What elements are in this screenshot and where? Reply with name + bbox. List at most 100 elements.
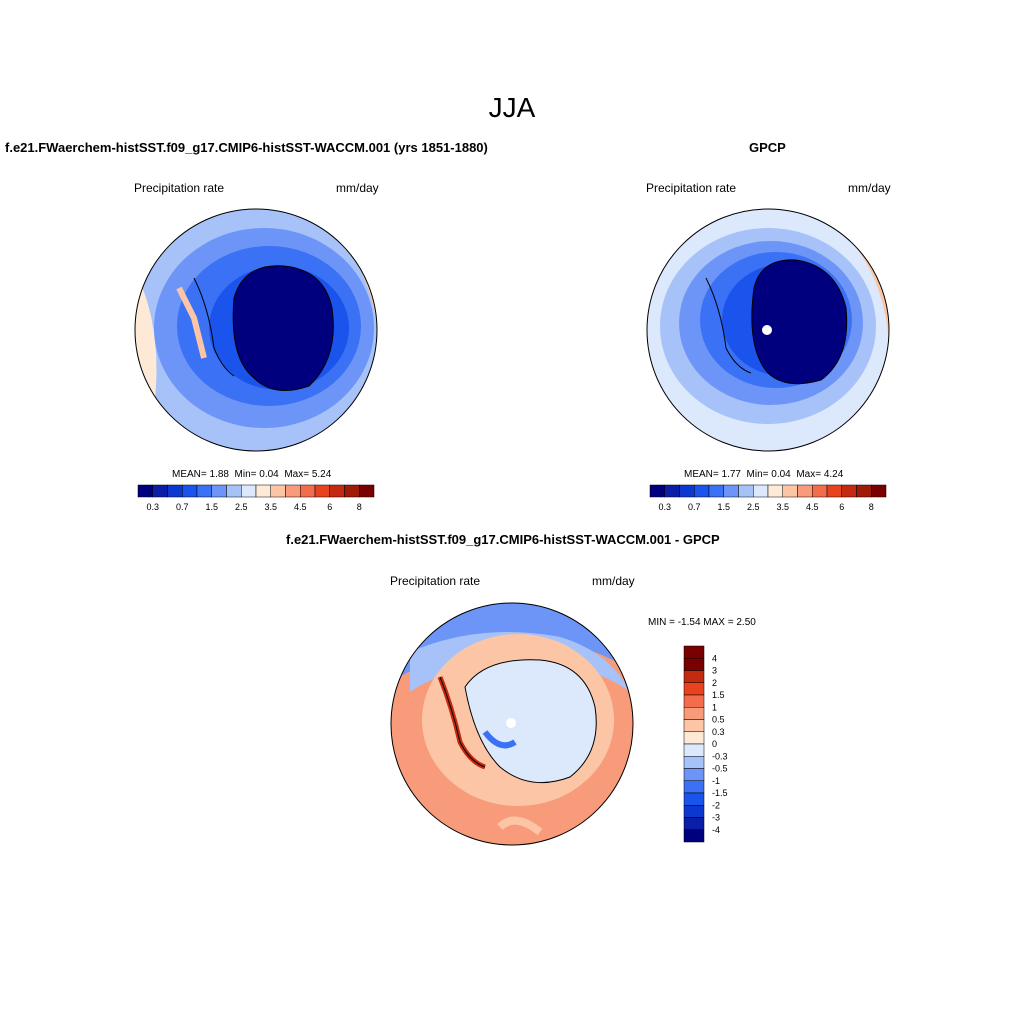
diff-minmax: MIN = -1.54 MAX = 2.50 — [648, 617, 756, 628]
obs-colorbar-tick: 1.5 — [717, 502, 730, 512]
diff-colorbar-box — [683, 707, 705, 720]
obs-mean-value: 1.77 — [721, 469, 741, 480]
model-min-label: Min= — [234, 469, 257, 480]
model-colorbar-box — [196, 484, 212, 498]
model-map — [134, 208, 378, 452]
diff-colorbar-box — [683, 743, 705, 757]
diff-colorbar-box — [683, 817, 705, 830]
model-colorbar-tick: 6 — [327, 502, 332, 512]
model-colorbar-box — [359, 484, 375, 498]
obs-colorbar-box — [723, 484, 739, 498]
model-max-label: Max= — [284, 469, 310, 480]
model-min-value: 0.04 — [259, 469, 279, 480]
obs-mean-label: MEAN= — [684, 469, 719, 480]
obs-colorbar-box — [767, 484, 783, 498]
model-mean-value: 1.88 — [209, 469, 229, 480]
diff-colorbar-box — [683, 694, 705, 708]
model-variable-label: Precipitation rate — [134, 181, 225, 195]
diff-colorbar-tick: 0 — [712, 739, 717, 749]
obs-colorbar-box — [812, 484, 828, 498]
diff-colorbar-box — [683, 719, 705, 732]
model-colorbar-box — [300, 484, 316, 498]
obs-colorbar-box — [664, 484, 680, 498]
obs-variable-label: Precipitation rate — [646, 181, 737, 195]
diff-colorbar: 4 3 2 1.5 1 0.5 0.3 0 -0.3 -0.5 -1 -1.5 -2 -3 -4 — [683, 645, 728, 843]
obs-colorbar-box — [871, 484, 887, 498]
obs-map — [646, 208, 890, 452]
model-colorbar: 0.3 0.7 1.5 2.5 3.5 4.5 6 8 — [137, 484, 375, 512]
model-colorbar-box — [344, 484, 360, 498]
model-colorbar-tick: 2.5 — [235, 502, 248, 512]
diff-colorbar-box — [683, 792, 705, 806]
diff-colorbar-tick: -0.3 — [712, 751, 728, 761]
obs-max-label: Max= — [796, 469, 822, 480]
obs-colorbar-box — [856, 484, 872, 498]
obs-colorbar-box — [649, 484, 665, 498]
model-colorbar-tick: 0.3 — [146, 502, 159, 512]
model-max-value: 5.24 — [311, 469, 332, 480]
diff-colorbar-tick: 3 — [712, 666, 717, 676]
diff-colorbar-tick: -1 — [712, 776, 720, 786]
model-colorbar-tick: 1.5 — [205, 502, 218, 512]
obs-colorbar-tick: 0.7 — [688, 502, 701, 512]
obs-colorbar-box — [753, 484, 769, 498]
diff-colorbar-tick: -4 — [712, 825, 720, 835]
diff-colorbar-tick: -1.5 — [712, 788, 728, 798]
diff-colorbar-tick: 0.3 — [712, 727, 725, 737]
diff-colorbar-box — [683, 731, 705, 745]
diff-colorbar-tick: 1 — [712, 702, 717, 712]
model-colorbar-box — [211, 484, 227, 498]
model-colorbar-box — [152, 484, 168, 498]
model-panel-title: f.e21.FWaerchem-histSST.f09_g17.CMIP6-hi… — [5, 140, 488, 155]
diff-map — [390, 602, 634, 846]
model-colorbar-tick: 0.7 — [176, 502, 189, 512]
model-colorbar-tick: 3.5 — [264, 502, 277, 512]
obs-colorbar-box — [782, 484, 798, 498]
diff-colorbar-tick: -2 — [712, 800, 720, 810]
diff-colorbar-box — [683, 780, 705, 794]
model-mean-label: MEAN= — [172, 469, 207, 480]
diff-colorbar-tick: -0.5 — [712, 764, 728, 774]
model-colorbar-box — [329, 484, 345, 498]
obs-colorbar-tick: 8 — [869, 502, 874, 512]
diff-colorbar-box — [683, 658, 705, 671]
diff-colorbar-box — [683, 829, 705, 843]
obs-colorbar-tick: 0.3 — [658, 502, 671, 512]
obs-colorbar-box — [841, 484, 857, 498]
diff-colorbar-box — [683, 756, 705, 769]
model-colorbar-tick: 8 — [357, 502, 362, 512]
model-stats: MEAN= 1.88 Min= 0.04 Max= 5.24 — [172, 469, 331, 480]
obs-colorbar-tick: 6 — [839, 502, 844, 512]
obs-colorbar-tick: 3.5 — [776, 502, 789, 512]
model-colorbar-box — [137, 484, 153, 498]
model-colorbar-tick: 4.5 — [294, 502, 307, 512]
obs-colorbar-box — [679, 484, 695, 498]
model-colorbar-box — [167, 484, 183, 498]
diff-colorbar-box — [683, 805, 705, 818]
model-colorbar-box — [314, 484, 330, 498]
obs-max-value: 4.24 — [823, 469, 844, 480]
model-colorbar-box — [255, 484, 271, 498]
model-colorbar-box — [226, 484, 242, 498]
diff-colorbar-tick: 1.5 — [712, 690, 725, 700]
diff-colorbar-box — [683, 645, 705, 659]
obs-colorbar: 0.3 0.7 1.5 2.5 3.5 4.5 6 8 — [649, 484, 887, 512]
model-colorbar-box — [182, 484, 198, 498]
diff-colorbar-tick: -3 — [712, 813, 720, 823]
diff-colorbar-box — [683, 768, 705, 781]
obs-units-label: mm/day — [848, 181, 891, 195]
model-units-label: mm/day — [336, 181, 379, 195]
obs-min-value: 0.04 — [771, 469, 791, 480]
model-colorbar-box — [241, 484, 257, 498]
model-colorbar-box — [285, 484, 301, 498]
diff-units-label: mm/day — [592, 574, 635, 588]
obs-min-label: Min= — [746, 469, 769, 480]
obs-panel-title: GPCP — [749, 140, 786, 155]
obs-colorbar-box — [694, 484, 710, 498]
obs-colorbar-tick: 4.5 — [806, 502, 819, 512]
diff-panel-title: f.e21.FWaerchem-histSST.f09_g17.CMIP6-hi… — [286, 532, 720, 547]
diff-variable-label: Precipitation rate — [390, 574, 481, 588]
obs-colorbar-box — [738, 484, 754, 498]
diff-colorbar-tick: 2 — [712, 678, 717, 688]
diff-colorbar-box — [683, 682, 705, 696]
